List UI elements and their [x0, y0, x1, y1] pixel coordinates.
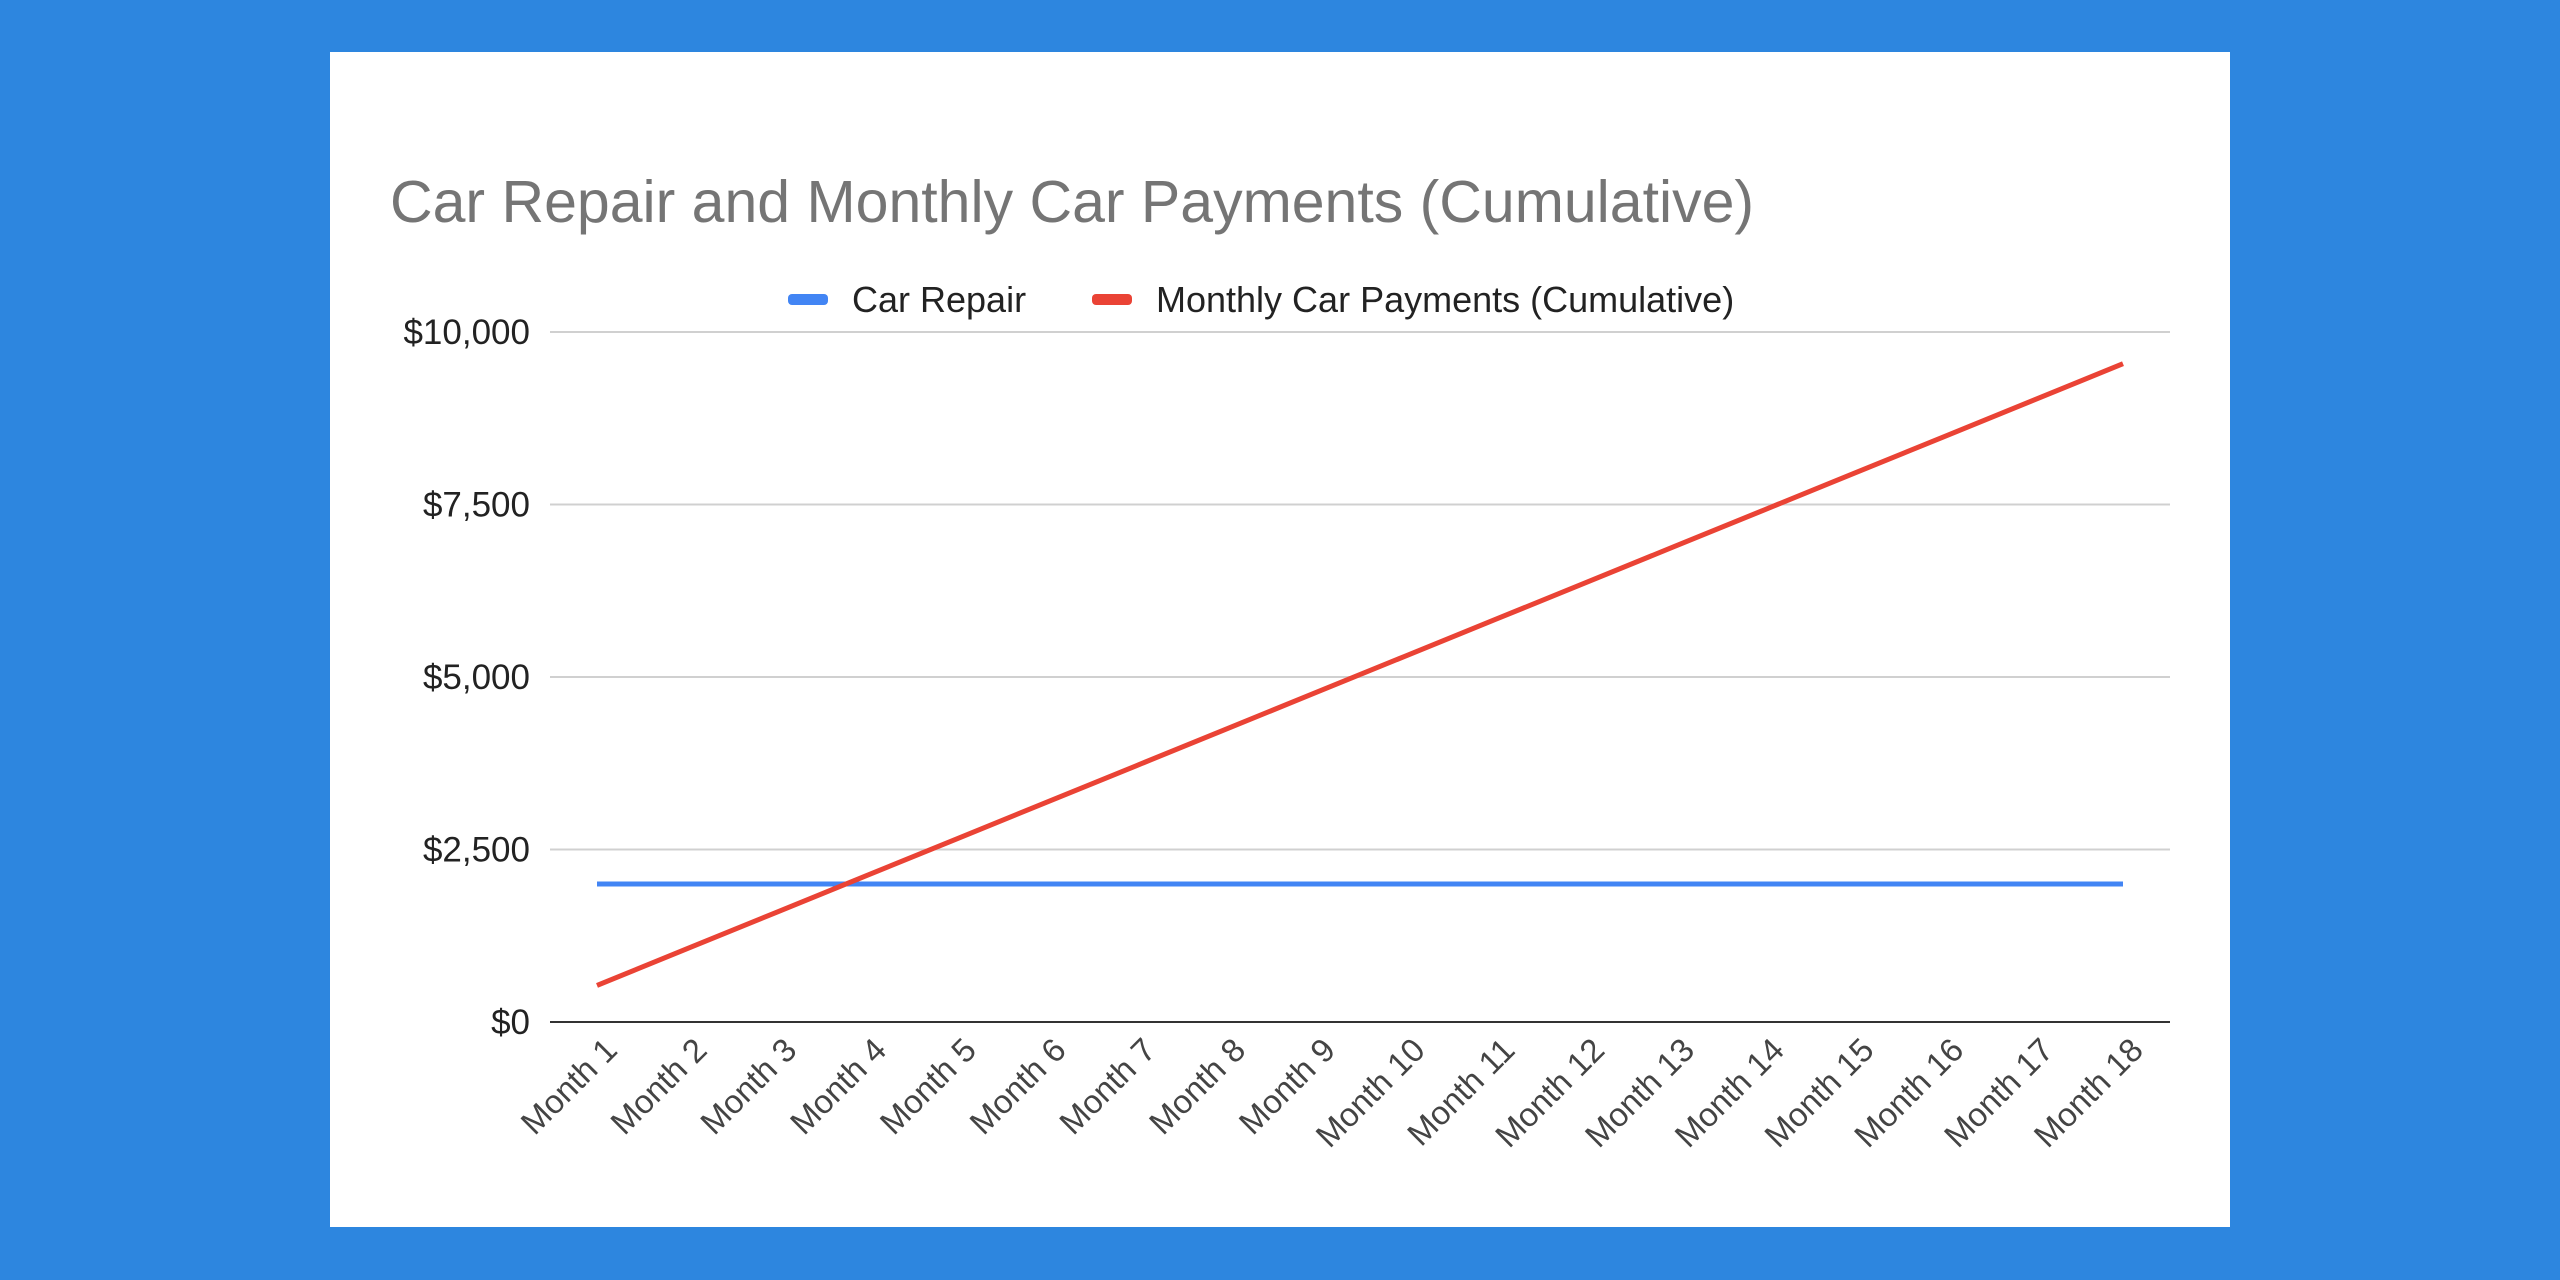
y-tick-label: $5,000: [423, 658, 530, 697]
x-tick-label: Month 5: [873, 1031, 983, 1141]
x-tick-label: Month 2: [603, 1031, 713, 1141]
x-tick-label: Month 1: [513, 1031, 623, 1141]
legend-label-car-repair: Car Repair: [852, 279, 1026, 320]
legend-item-monthly-car-payments[interactable]: Monthly Car Payments (Cumulative): [1092, 279, 1734, 320]
series-lines: [596, 361, 2124, 988]
legend-swatch-car-repair: [788, 294, 828, 305]
gridlines: [550, 331, 2170, 851]
y-tick-label: $2,500: [423, 831, 530, 870]
y-tick-label: $7,500: [423, 486, 530, 525]
legend-label-monthly-car-payments: Monthly Car Payments (Cumulative): [1156, 279, 1734, 320]
series-line-monthly-car-payments[interactable]: [596, 361, 2124, 988]
y-tick-label: $10,000: [403, 313, 530, 352]
chart-title: Car Repair and Monthly Car Payments (Cum…: [390, 169, 1754, 235]
y-axis-tick-labels: $0 $2,500 $5,000 $7,500 $10,000: [403, 313, 530, 1042]
x-tick-label: Month 7: [1052, 1031, 1162, 1141]
x-tick-label: Month 3: [693, 1031, 803, 1141]
legend-swatch-monthly-car-payments: [1092, 294, 1132, 305]
x-tick-label: Month 8: [1142, 1031, 1252, 1141]
chart-card: Car Repair and Monthly Car Payments (Cum…: [330, 52, 2230, 1227]
x-tick-label: Month 6: [962, 1031, 1072, 1141]
legend-item-car-repair[interactable]: Car Repair: [788, 279, 1026, 320]
legend: Car Repair Monthly Car Payments (Cumulat…: [788, 279, 1734, 320]
x-tick-label: Month 4: [783, 1031, 893, 1141]
line-chart: Car Repair and Monthly Car Payments (Cum…: [390, 169, 2170, 1154]
y-tick-label: $0: [491, 1003, 530, 1042]
